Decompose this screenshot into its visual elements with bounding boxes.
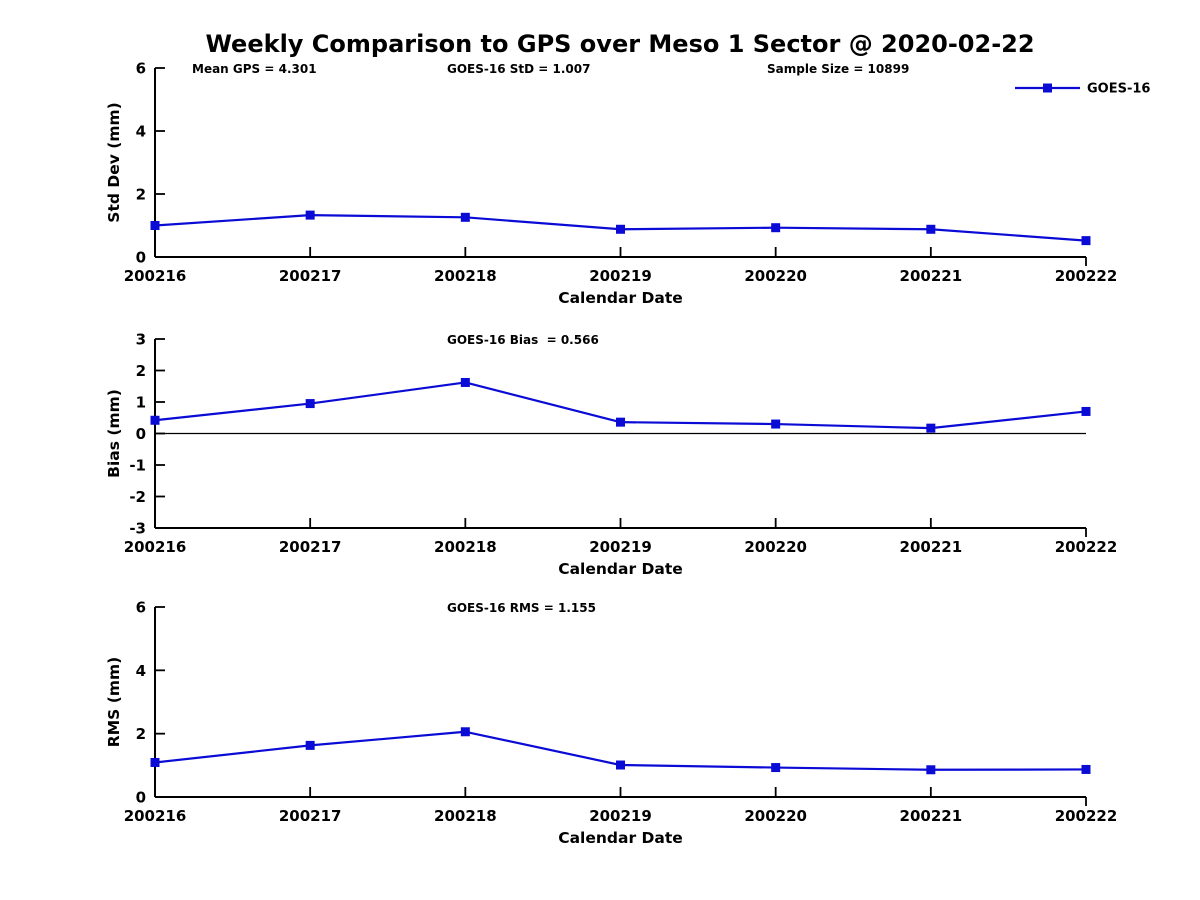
x-tick-label: 200222 xyxy=(1055,267,1118,285)
data-point-marker xyxy=(305,210,315,220)
x-tick-label: 200219 xyxy=(589,807,652,825)
y-tick-label: 2 xyxy=(136,186,146,204)
x-tick-label: 200217 xyxy=(279,807,342,825)
data-point-marker xyxy=(460,377,470,387)
y-tick-label: 0 xyxy=(136,789,146,807)
data-point-marker xyxy=(460,212,470,222)
data-point-marker xyxy=(150,415,160,425)
y-tick-label: 0 xyxy=(136,249,146,267)
legend-marker xyxy=(1043,83,1052,93)
x-tick-label: 200216 xyxy=(124,267,187,285)
x-tick-label: 200216 xyxy=(124,538,187,556)
y-tick-label: 3 xyxy=(136,331,146,349)
x-tick-label: 200221 xyxy=(900,267,963,285)
x-tick-label: 200218 xyxy=(434,807,497,825)
chart-title: Weekly Comparison to GPS over Meso 1 Sec… xyxy=(205,30,1034,58)
x-tick-label: 200222 xyxy=(1055,807,1118,825)
y-tick-label: 2 xyxy=(136,725,146,743)
x-tick-label: 200216 xyxy=(124,807,187,825)
subplot-std-dev: 0 2 4 6 200216 200217 200218 200219 200220 200221… xyxy=(105,60,1150,308)
data-point-marker xyxy=(150,757,160,767)
y-tick-label: 2 xyxy=(136,362,146,380)
y-tick-label: 4 xyxy=(136,123,146,141)
legend-label: GOES-16 xyxy=(1087,82,1150,97)
data-point-marker xyxy=(771,419,781,429)
y-tick-label: -3 xyxy=(129,520,146,538)
y-tick-label: 1 xyxy=(136,394,146,412)
annotation-std-dev-0: Mean GPS = 4.301 xyxy=(192,62,317,76)
x-tick-label: 200220 xyxy=(744,807,807,825)
data-point-marker xyxy=(1081,236,1091,246)
x-tick-label: 200219 xyxy=(589,267,652,285)
y-axis-title: Bias (mm) xyxy=(105,389,123,478)
x-tick-label: 200221 xyxy=(900,807,963,825)
y-axis-title: RMS (mm) xyxy=(105,657,123,747)
subplot-rms: 0 2 4 6 200216 200217 200218 200219 200220 200221… xyxy=(105,599,1117,848)
x-axis-title: Calendar Date xyxy=(558,829,683,847)
x-tick-label: 200217 xyxy=(279,267,342,285)
x-tick-label: 200217 xyxy=(279,538,342,556)
annotation-rms-0: GOES-16 RMS = 1.155 xyxy=(447,601,596,615)
annotation-std-dev-2: Sample Size = 10899 xyxy=(767,62,909,76)
data-point-marker xyxy=(926,423,936,433)
data-point-marker xyxy=(305,740,315,750)
x-tick-label: 200218 xyxy=(434,538,497,556)
x-axis-title: Calendar Date xyxy=(558,560,683,578)
data-point-marker xyxy=(305,399,315,409)
data-point-marker xyxy=(1081,406,1091,416)
data-point-marker xyxy=(771,223,781,233)
legend: GOES-16 xyxy=(1015,82,1150,97)
x-tick-label: 200221 xyxy=(900,538,963,556)
data-point-marker xyxy=(616,760,625,770)
x-tick-label: 200222 xyxy=(1055,538,1118,556)
data-point-marker xyxy=(616,224,625,234)
data-point-marker xyxy=(616,417,625,427)
y-tick-label: 0 xyxy=(136,425,146,443)
data-point-marker xyxy=(926,224,936,234)
annotation-bias-0: GOES-16 Bias = 0.566 xyxy=(447,333,599,347)
y-axis-title: Std Dev (mm) xyxy=(105,102,123,222)
y-tick-label: -2 xyxy=(129,488,146,506)
x-tick-label: 200218 xyxy=(434,267,497,285)
annotation-std-dev-1: GOES-16 StD = 1.007 xyxy=(447,62,590,76)
x-tick-label: 200219 xyxy=(589,538,652,556)
subplot-bias: -3 -2 -1 0 1 2 3 200216 200217 200218 200219 200220… xyxy=(105,331,1117,579)
y-tick-label: 4 xyxy=(136,662,146,680)
data-point-marker xyxy=(1081,764,1091,774)
data-point-marker xyxy=(771,763,781,773)
y-tick-label: -1 xyxy=(129,457,146,475)
data-point-marker xyxy=(150,221,160,230)
y-tick-label: 6 xyxy=(136,599,146,617)
data-point-marker xyxy=(926,765,936,775)
data-point-marker xyxy=(460,727,470,737)
x-axis-title: Calendar Date xyxy=(558,289,683,307)
x-tick-label: 200220 xyxy=(744,538,807,556)
y-tick-label: 6 xyxy=(136,60,146,78)
x-tick-label: 200220 xyxy=(744,267,807,285)
